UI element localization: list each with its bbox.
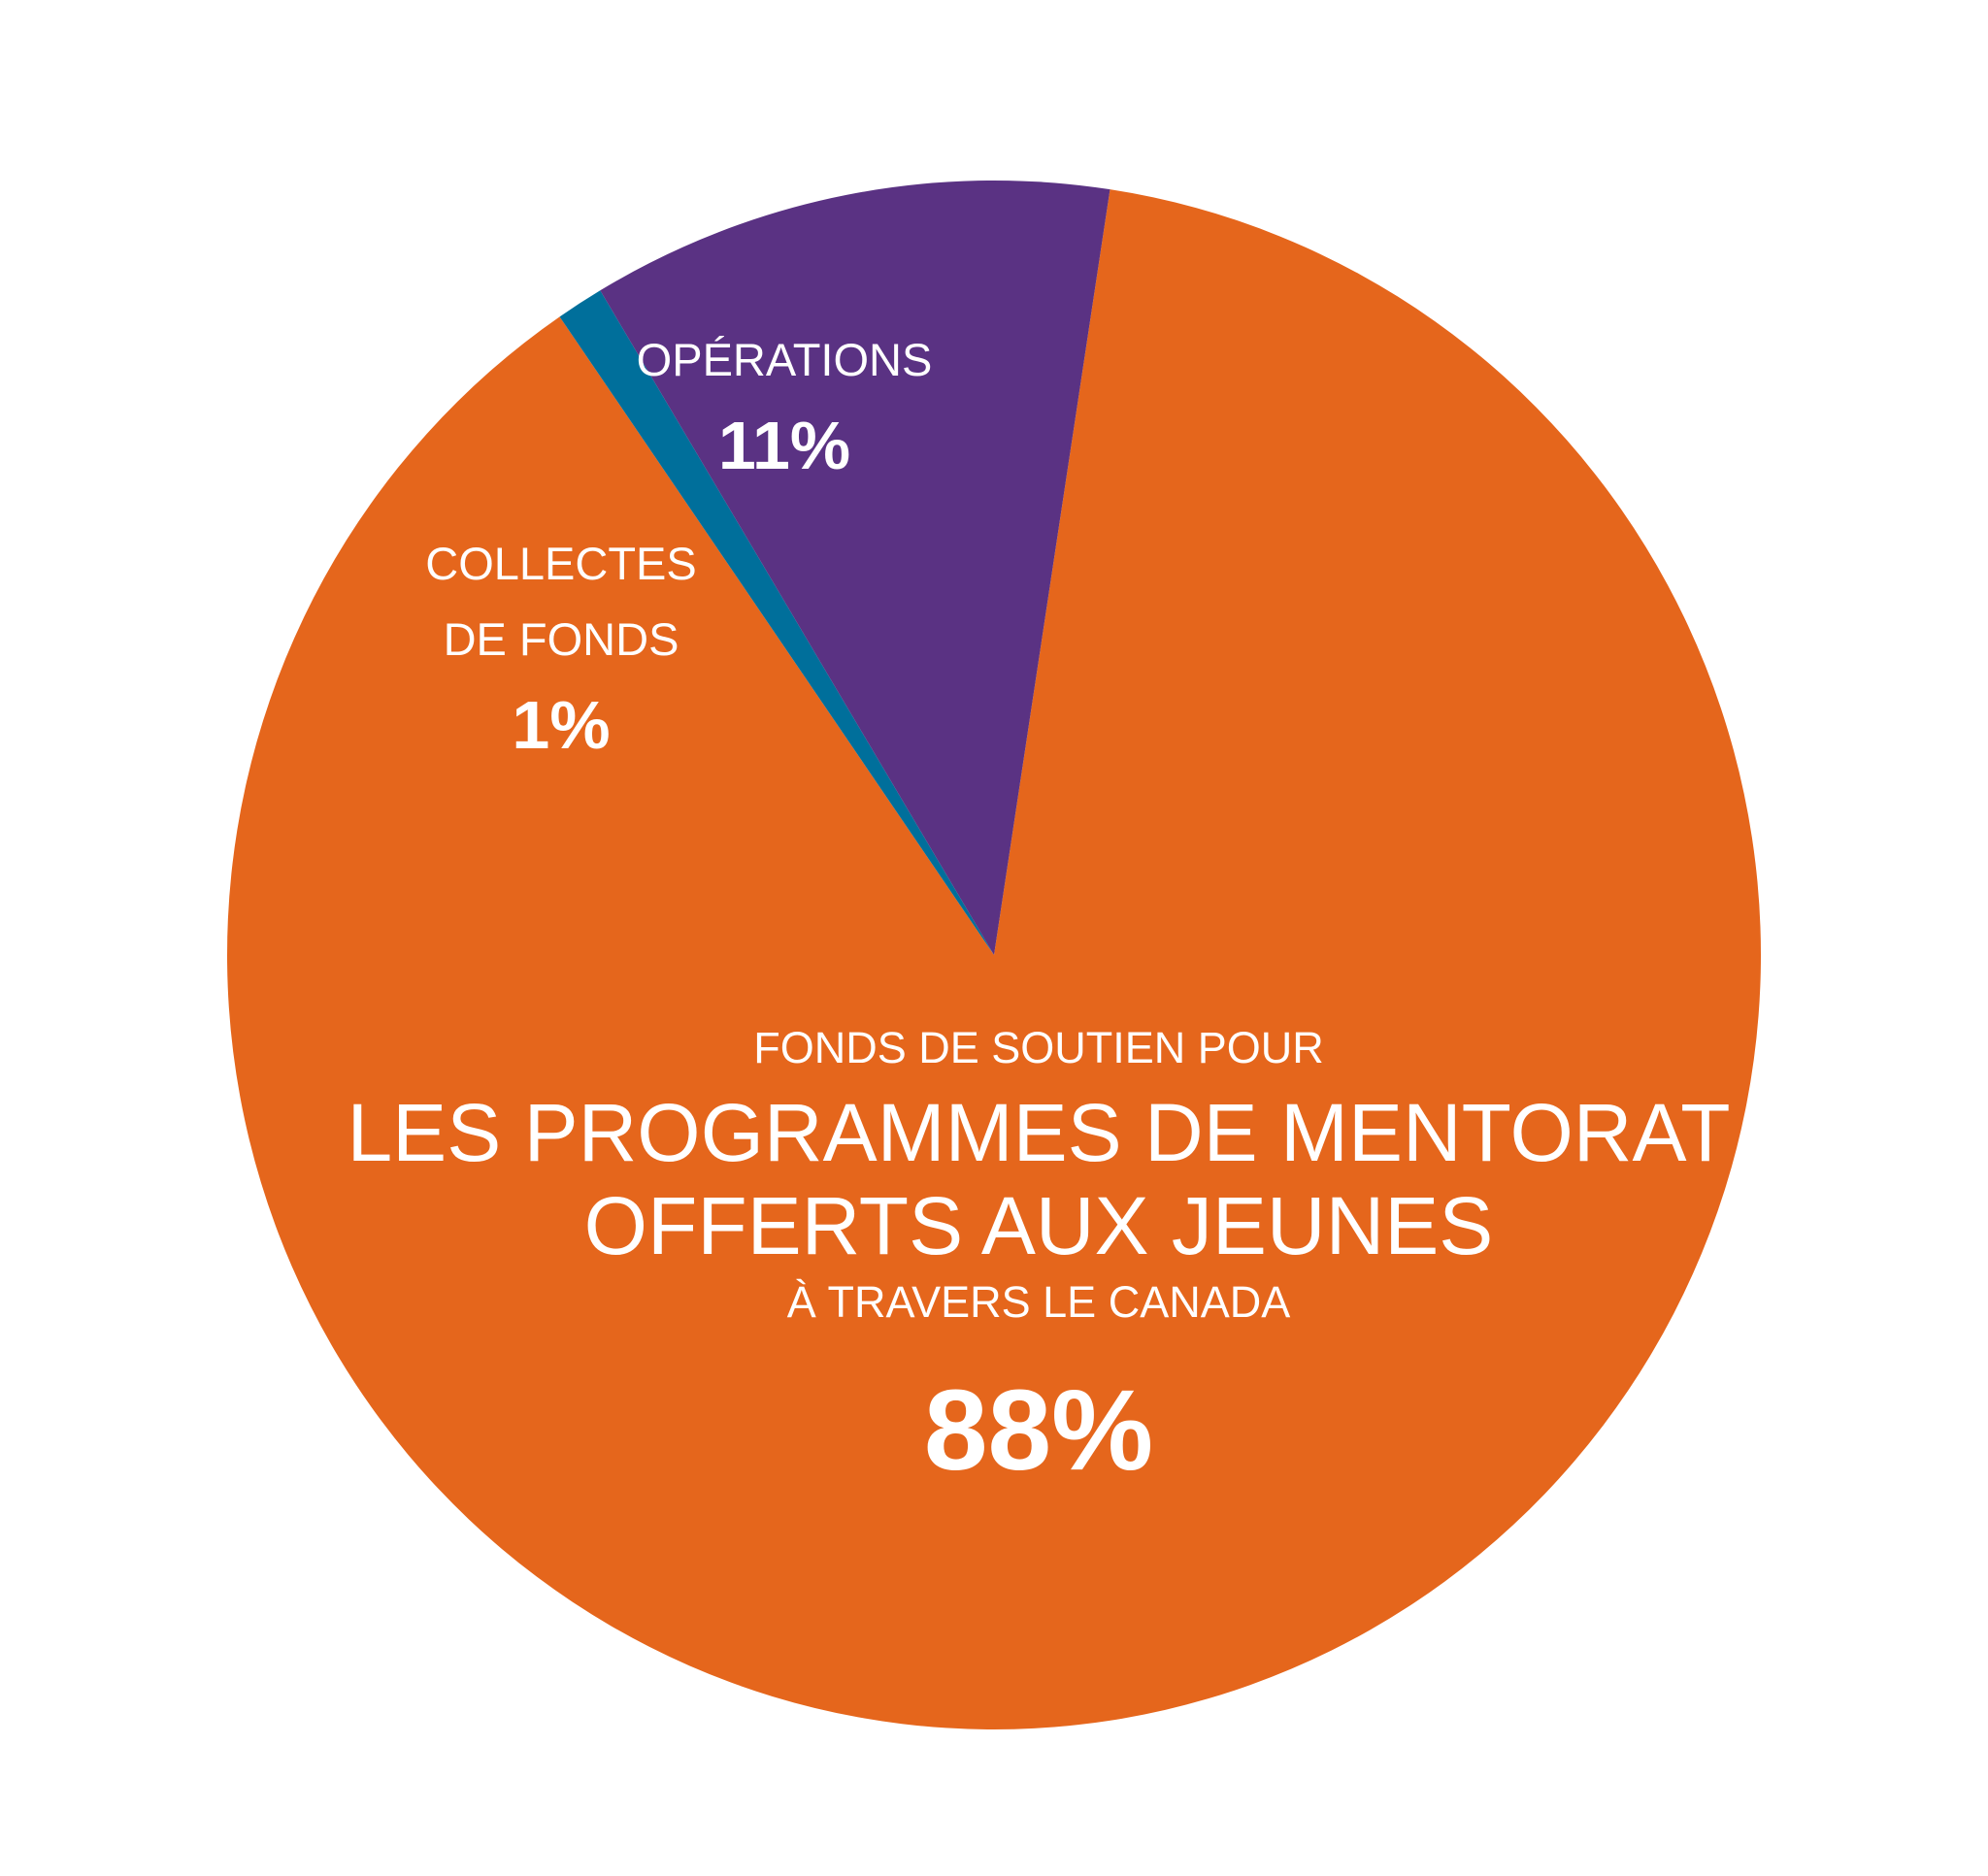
pie-slice-programmes <box>227 189 1762 1729</box>
collectes-label-group: COLLECTES DE FONDS 1% <box>425 538 696 763</box>
collectes-label-line-2: DE FONDS <box>444 613 679 665</box>
programmes-label-line-3: OFFERTS AUX JEUNES <box>584 1180 1494 1271</box>
operations-percent: 11% <box>718 408 850 483</box>
operations-label-group: OPÉRATIONS 11% <box>637 334 933 483</box>
programmes-label-line-2: LES PROGRAMMES DE MENTORAT <box>347 1087 1730 1178</box>
collectes-percent: 1% <box>512 687 610 763</box>
pie-slice-collectes <box>559 290 994 955</box>
pie-slice-operations <box>600 180 1110 955</box>
programmes-label-line-4: À TRAVERS LE CANADA <box>787 1277 1291 1327</box>
pie-slices <box>227 180 1762 1729</box>
programmes-label-group: FONDS DE SOUTIEN POUR LES PROGRAMMES DE … <box>347 1023 1730 1495</box>
collectes-label-line-1: COLLECTES <box>425 538 696 589</box>
programmes-percent: 88% <box>924 1366 1153 1495</box>
programmes-label-line-1: FONDS DE SOUTIEN POUR <box>753 1023 1324 1072</box>
operations-label: OPÉRATIONS <box>637 334 933 385</box>
